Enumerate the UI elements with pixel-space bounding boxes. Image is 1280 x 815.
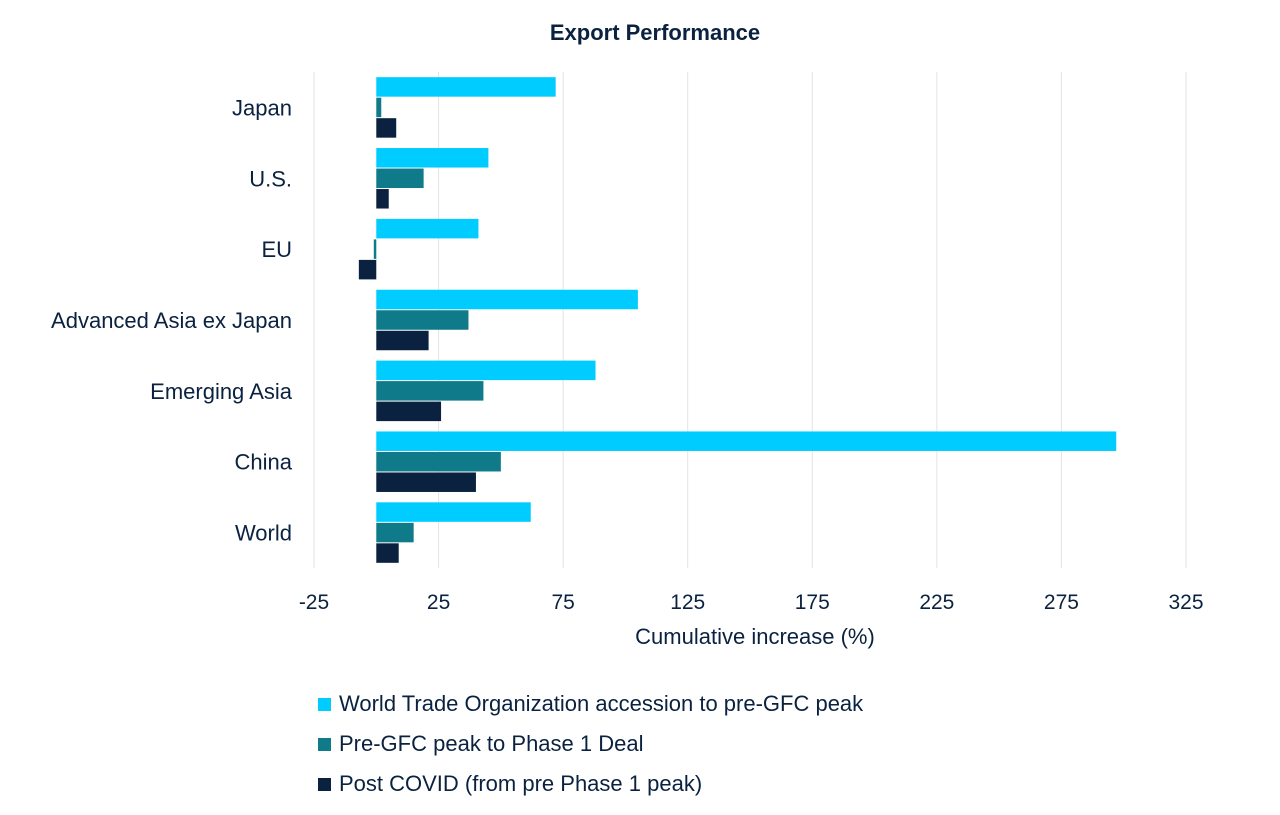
chart-title: Export Performance xyxy=(550,20,760,45)
x-axis-title: Cumulative increase (%) xyxy=(635,624,875,649)
bar-japan-series-3 xyxy=(376,118,397,138)
legend-label: World Trade Organization accession to pr… xyxy=(339,691,864,716)
bar-u-s--series-3 xyxy=(376,189,389,209)
x-tick-label: 125 xyxy=(670,591,705,614)
bar-u-s--series-1 xyxy=(376,148,489,168)
x-tick-label: 325 xyxy=(1168,591,1203,614)
category-labels: Japan U.S. EU Advanced Asia ex Japan Emergin… xyxy=(51,95,293,545)
legend-label: Post COVID (from pre Phase 1 peak) xyxy=(339,771,703,796)
x-tick-label: -25 xyxy=(299,591,329,614)
bar-japan-series-1 xyxy=(376,77,556,97)
category-label: U.S. xyxy=(249,166,292,191)
bar-china-series-2 xyxy=(376,451,501,472)
x-tick-label: 225 xyxy=(919,591,954,614)
bar-advanced-asia-ex-japan-series-2 xyxy=(376,310,469,330)
bar-advanced-asia-ex-japan-series-3 xyxy=(376,330,429,351)
bar-advanced-asia-ex-japan-series-1 xyxy=(376,289,638,310)
bar-eu-series-2 xyxy=(373,239,377,259)
legend-item: Pre-GFC peak to Phase 1 Deal xyxy=(318,724,863,764)
bar-japan-series-2 xyxy=(376,97,382,118)
legend-swatch xyxy=(318,697,331,711)
bar-world-series-1 xyxy=(376,502,531,522)
legend-swatch xyxy=(318,777,331,791)
bar-eu-series-3 xyxy=(358,259,377,280)
legend: World Trade Organization accession to pr… xyxy=(318,684,863,804)
bar-china-series-1 xyxy=(376,431,1117,451)
bar-u-s--series-2 xyxy=(376,168,424,189)
category-label: Advanced Asia ex Japan xyxy=(51,308,292,333)
legend-item: World Trade Organization accession to pr… xyxy=(318,684,863,724)
x-tick-label: 175 xyxy=(795,591,830,614)
bar-world-series-3 xyxy=(376,543,399,563)
bar-china-series-3 xyxy=(376,472,476,492)
legend-item: Post COVID (from pre Phase 1 peak) xyxy=(318,764,863,804)
category-label: World xyxy=(235,521,292,546)
bar-eu-series-1 xyxy=(376,218,479,239)
bar-emerging-asia-series-1 xyxy=(376,360,596,381)
category-label: Emerging Asia xyxy=(150,379,293,404)
category-label: China xyxy=(235,450,293,475)
x-tick-label: 75 xyxy=(551,591,574,614)
x-tick-label: 275 xyxy=(1044,591,1079,614)
x-tick-label: 25 xyxy=(427,591,450,614)
x-tick-labels: -25 25 75 125 175 225 275 325 xyxy=(299,591,1204,614)
bar-emerging-asia-series-3 xyxy=(376,401,442,422)
category-label: EU xyxy=(261,237,292,262)
bars xyxy=(358,77,1117,563)
category-label: Japan xyxy=(232,95,292,120)
legend-swatch xyxy=(318,737,331,751)
bar-emerging-asia-series-2 xyxy=(376,381,484,401)
bar-world-series-2 xyxy=(376,522,414,543)
legend-label: Pre-GFC peak to Phase 1 Deal xyxy=(339,731,644,756)
